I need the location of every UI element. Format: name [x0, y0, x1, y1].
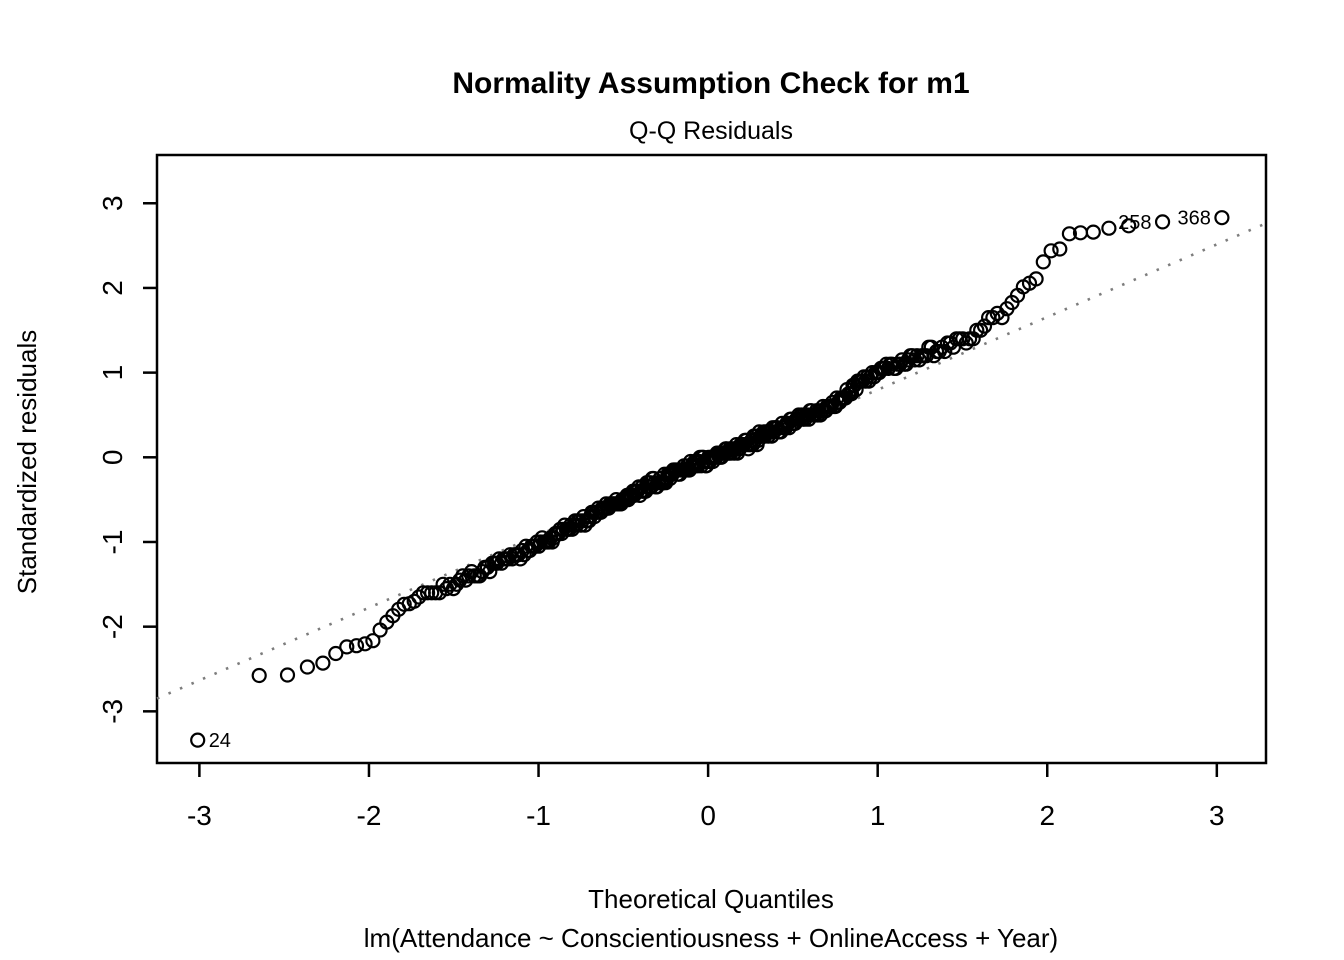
x-tick-label: 3	[1209, 800, 1225, 831]
data-point	[348, 638, 365, 654]
y-tick-label: 2	[97, 280, 128, 296]
data-point	[955, 331, 971, 347]
x-tick-label: 1	[870, 800, 886, 831]
outlier-point	[190, 732, 206, 748]
outlier-point-label: 24	[209, 730, 231, 752]
data-point	[1035, 254, 1051, 270]
data-point	[1085, 224, 1101, 240]
data-point	[299, 659, 315, 675]
data-point	[396, 596, 412, 612]
y-tick-label: 0	[97, 450, 128, 466]
reference-line	[156, 222, 1267, 700]
data-point	[420, 585, 436, 601]
x-tick-label: 0	[700, 800, 716, 831]
data-point	[1121, 218, 1137, 234]
data-point	[843, 386, 860, 402]
scatter-points	[251, 218, 1137, 684]
outlier-point	[1154, 214, 1171, 230]
data-point	[985, 310, 1001, 326]
data-point	[328, 645, 344, 662]
x-tick-label: -2	[357, 800, 382, 831]
y-axis-title: Standardized residuals	[12, 330, 42, 595]
x-tick-label: -3	[187, 800, 212, 831]
data-point	[442, 576, 458, 592]
outlier-labels: 24 258 368	[190, 208, 1230, 752]
data-point	[976, 318, 993, 334]
data-point	[279, 667, 296, 683]
qq-reference-line	[156, 222, 1267, 700]
x-axis-title: Theoretical Quantiles	[588, 884, 834, 914]
plot-box	[155, 153, 1268, 765]
x-tick-label: -1	[526, 800, 551, 831]
data-point	[1043, 243, 1059, 259]
data-point	[1061, 226, 1078, 242]
data-point	[365, 633, 381, 649]
data-point	[1028, 271, 1044, 287]
chart-subtitle: Q-Q Residuals	[629, 117, 793, 145]
data-point	[972, 322, 989, 338]
data-point	[357, 636, 373, 652]
x-tick-label: 2	[1039, 800, 1055, 831]
x-axis-ticks: -3 -2 -1 0 1 2 3	[187, 763, 1225, 831]
outlier-point-label: 258	[1118, 212, 1151, 234]
data-point	[965, 331, 981, 347]
data-point	[339, 639, 355, 655]
chart-title: Normality Assumption Check for m1	[452, 67, 969, 100]
data-point	[315, 655, 331, 671]
data-point	[1101, 220, 1117, 236]
y-tick-label: -2	[97, 614, 128, 639]
data-point	[512, 551, 528, 567]
y-tick-label: -3	[97, 699, 128, 724]
model-formula-caption: lm(Attendance ~ Conscientiousness + Onli…	[364, 923, 1058, 953]
y-tick-label: -1	[97, 530, 128, 555]
outlier-point	[1214, 210, 1230, 226]
y-axis-ticks: -3 -2 -1 0 1 2 3	[97, 195, 157, 724]
data-point	[251, 667, 267, 684]
y-tick-label: 3	[97, 195, 128, 211]
outlier-point-label: 368	[1178, 208, 1211, 230]
data-point	[406, 593, 422, 609]
y-tick-label: 1	[97, 365, 128, 381]
data-point	[1052, 241, 1068, 257]
